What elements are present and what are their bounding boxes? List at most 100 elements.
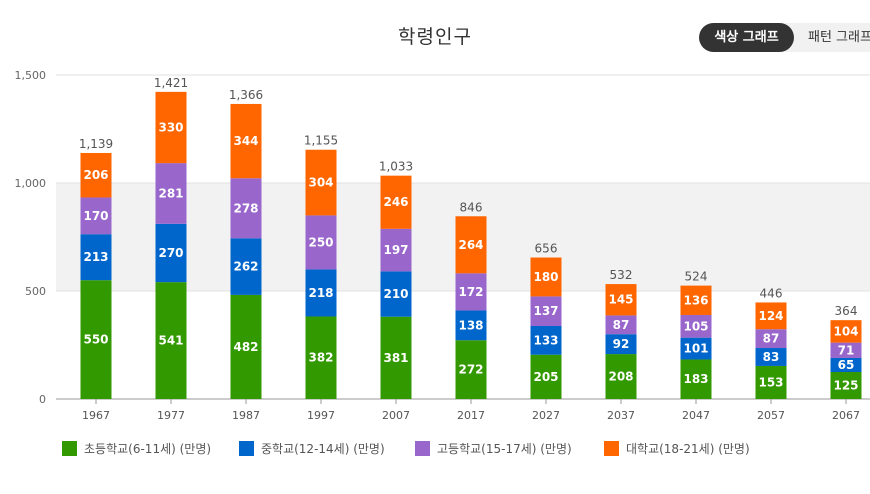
x-tick-label: 2027	[532, 409, 560, 422]
data-label: 246	[383, 195, 408, 209]
data-label: 104	[833, 324, 858, 338]
bar-segment	[305, 149, 337, 216]
y-tick-label: 500	[25, 285, 46, 298]
data-label: 183	[683, 372, 708, 386]
y-tick-label: 1,500	[15, 69, 47, 82]
legend-label: 초등학교(6-11세) (만명)	[84, 442, 212, 456]
legend-label: 대학교(18-21세) (만명)	[626, 442, 750, 456]
legend-item[interactable]: 중학교(12-14세) (만명)	[239, 440, 385, 457]
bar-segment	[230, 178, 262, 239]
bar-segment	[80, 234, 112, 281]
data-label: 92	[613, 337, 630, 351]
bar-segment	[380, 271, 412, 317]
bar-segment	[605, 284, 637, 316]
bar-segment	[155, 163, 187, 224]
data-label: 83	[763, 350, 780, 364]
data-label: 153	[758, 375, 783, 389]
data-label: 281	[158, 186, 183, 200]
data-label: 133	[533, 333, 558, 347]
bar-segment	[80, 280, 112, 399]
bar-segment	[305, 316, 337, 399]
plot-band	[56, 75, 870, 183]
bar-segment	[155, 91, 187, 164]
bar-segment	[530, 325, 562, 355]
data-label: 101	[683, 342, 708, 356]
bar-segment	[680, 314, 712, 338]
data-label: 541	[158, 334, 183, 348]
data-label: 550	[83, 333, 108, 347]
bar-segment	[380, 316, 412, 399]
legend-swatch	[415, 441, 430, 456]
bar-segment	[830, 320, 862, 343]
bar-segment	[830, 342, 862, 358]
x-tick-label: 2037	[607, 409, 635, 422]
x-tick-label: 1977	[157, 409, 185, 422]
x-tick-label: 2007	[382, 409, 410, 422]
x-tick-label: 2057	[757, 409, 785, 422]
x-tick-label: 1987	[232, 409, 260, 422]
data-label: 482	[233, 340, 258, 354]
bar-segment	[230, 103, 262, 179]
legend-item[interactable]: 고등학교(15-17세) (만명)	[415, 440, 572, 457]
legend-label: 고등학교(15-17세) (만명)	[437, 442, 572, 456]
data-label: 206	[83, 168, 108, 182]
data-label: 250	[308, 235, 333, 249]
total-label: 846	[460, 200, 483, 214]
data-label: 272	[458, 363, 483, 377]
x-tick-label: 2047	[682, 409, 710, 422]
bar-segment	[680, 359, 712, 399]
bar-segment	[455, 310, 487, 341]
bar-segment	[455, 273, 487, 311]
bar-segment	[380, 228, 412, 272]
data-label: 136	[683, 293, 708, 307]
total-label: 524	[685, 270, 708, 284]
bar-segment	[80, 152, 112, 198]
data-label: 172	[458, 285, 483, 299]
pattern-graph-button[interactable]: 패턴 그래프	[808, 30, 870, 45]
color-graph-button[interactable]: 색상 그래프	[699, 23, 794, 52]
bar-segment	[530, 296, 562, 326]
data-label: 381	[383, 351, 408, 365]
data-label: 180	[533, 270, 558, 284]
bar-segment	[605, 315, 637, 335]
bar-segment	[230, 238, 262, 295]
bar-segment	[530, 257, 562, 297]
bar-segment	[830, 357, 862, 372]
x-tick-label: 1967	[82, 409, 110, 422]
legend-item[interactable]: 초등학교(6-11세) (만명)	[62, 440, 211, 457]
bar-segment	[380, 175, 412, 229]
x-tick-label: 2067	[832, 409, 860, 422]
data-label: 105	[683, 319, 708, 333]
total-label: 532	[610, 268, 633, 282]
bar-segment	[605, 334, 637, 355]
y-tick-label: 1,000	[15, 177, 47, 190]
data-label: 137	[533, 304, 558, 318]
data-label: 65	[838, 358, 855, 372]
data-label: 205	[533, 370, 558, 384]
graph-style-toggle: 색상 그래프 패턴 그래프	[699, 23, 870, 52]
bar-segment	[605, 354, 637, 399]
legend-item[interactable]: 대학교(18-21세) (만명)	[604, 440, 750, 457]
bar-segment	[530, 354, 562, 399]
data-label: 87	[613, 318, 630, 332]
bar-segment	[230, 294, 262, 399]
data-label: 270	[158, 246, 183, 260]
chart-title: 학령인구	[398, 26, 472, 48]
bar-segment	[755, 348, 787, 366]
legend-label: 중학교(12-14세) (만명)	[261, 442, 385, 456]
total-label: 1,139	[79, 137, 113, 151]
data-label: 124	[758, 309, 783, 323]
data-label: 218	[308, 286, 333, 300]
data-label: 344	[233, 134, 258, 148]
total-label: 364	[835, 304, 858, 318]
bar-segment	[305, 215, 337, 270]
data-label: 210	[383, 287, 408, 301]
bar-segment	[755, 302, 787, 330]
data-label: 304	[308, 176, 333, 190]
bar-segment	[455, 216, 487, 274]
total-label: 1,155	[304, 134, 338, 148]
bar-segment	[80, 197, 112, 235]
total-label: 656	[535, 242, 558, 256]
bar-segment	[830, 372, 862, 399]
